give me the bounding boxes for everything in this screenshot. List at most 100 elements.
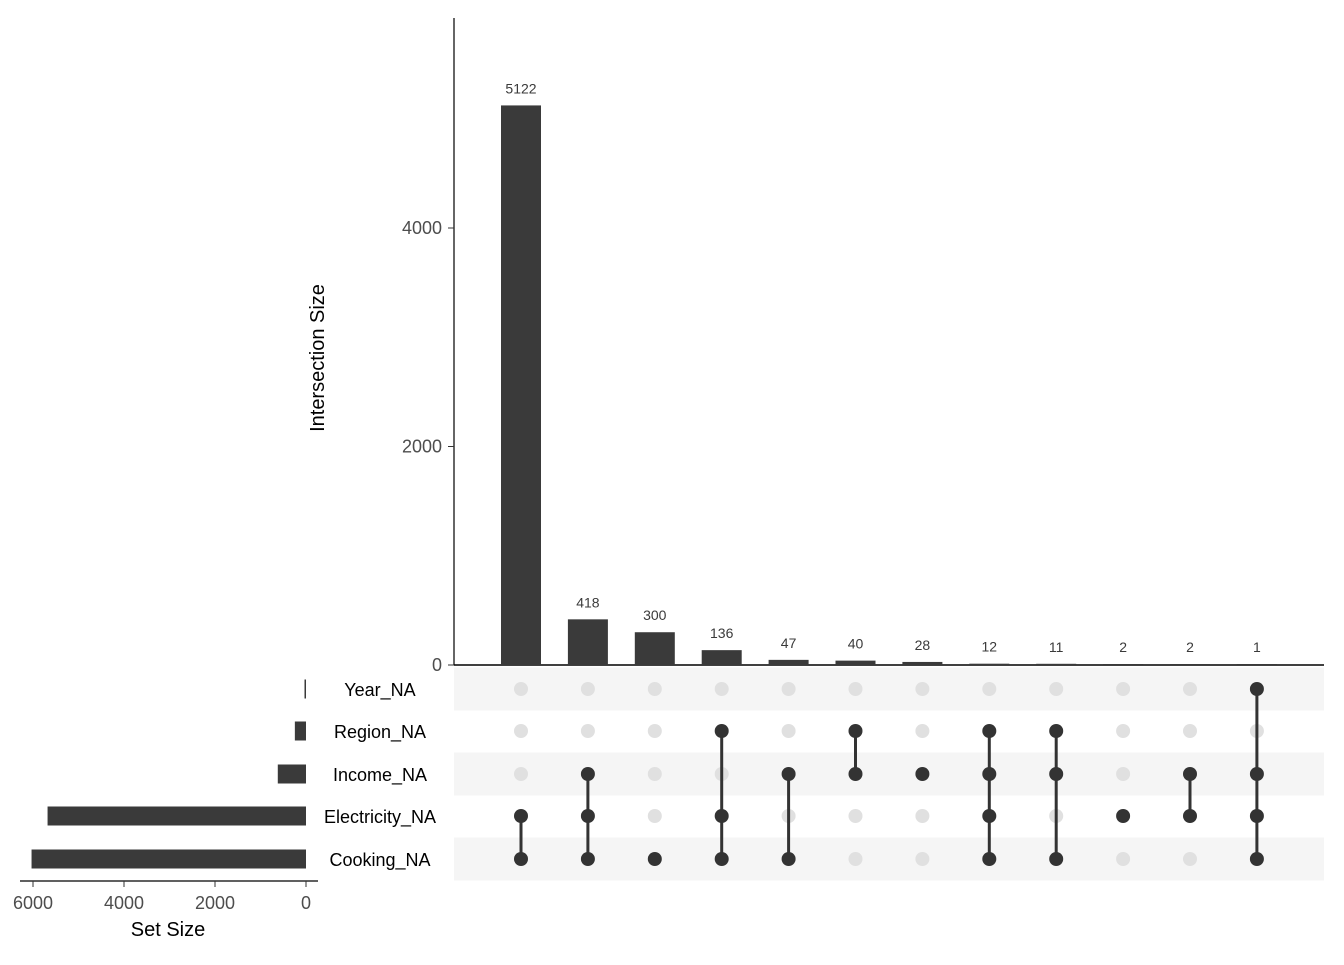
matrix-dot-active xyxy=(647,852,662,866)
matrix-dot-active xyxy=(1183,809,1197,823)
matrix-dot-active xyxy=(982,724,997,738)
matrix-dot-inactive xyxy=(915,809,930,823)
matrix-dot-active xyxy=(1049,852,1064,866)
intersection-bar-label: 28 xyxy=(915,637,931,653)
intersection-bar xyxy=(1236,664,1277,665)
matrix-dot-inactive xyxy=(1116,852,1131,866)
matrix-dot-inactive xyxy=(580,682,595,696)
matrix-dot-inactive xyxy=(514,724,528,738)
matrix-dot-active xyxy=(1049,767,1064,781)
matrix-dot-inactive xyxy=(647,724,662,738)
matrix-dot-active xyxy=(1116,809,1131,823)
matrix-dot-inactive xyxy=(848,852,863,866)
intersection-bar xyxy=(634,632,675,665)
matrix-dot-active xyxy=(982,852,997,866)
matrix-dot-inactive xyxy=(915,682,930,696)
matrix-dot-active xyxy=(848,767,863,781)
labels: 0 2000 4000 Intersection Size 5122 418 300 136 4… xyxy=(13,80,1261,941)
intersection-bar-label: 2 xyxy=(1186,639,1194,655)
matrix-dot-active xyxy=(1249,682,1264,696)
intersection-bar-label: 47 xyxy=(781,635,797,651)
set-size-bar xyxy=(31,849,306,869)
matrix-dot-inactive xyxy=(848,682,863,696)
set-size-bar xyxy=(277,764,306,784)
intersection-bar xyxy=(1036,663,1077,665)
matrix-dot-inactive xyxy=(781,724,796,738)
set-size-tick-label: 0 xyxy=(301,893,311,913)
y-tick-label: 4000 xyxy=(402,218,442,238)
matrix-dot-active xyxy=(714,809,729,823)
matrix-dot-active xyxy=(1249,767,1264,781)
matrix-dot-active xyxy=(714,852,729,866)
matrix-dot-inactive xyxy=(1116,724,1131,738)
matrix-dot-inactive xyxy=(514,682,528,696)
set-label: Income_NA xyxy=(333,765,427,786)
set-size-bar xyxy=(304,679,306,699)
set-size-tick-label: 6000 xyxy=(13,893,53,913)
matrix-dot-active xyxy=(982,809,997,823)
y-tick-label: 2000 xyxy=(402,437,442,457)
matrix-stripe xyxy=(454,667,1324,711)
matrix-dot-active xyxy=(580,809,595,823)
set-size-tick-label: 2000 xyxy=(195,893,235,913)
matrix-dot-active xyxy=(714,724,729,738)
matrix-stripe xyxy=(454,752,1324,796)
matrix-dot-inactive xyxy=(781,682,796,696)
intersection-bar-label: 40 xyxy=(848,636,864,652)
intersection-bar-label: 5122 xyxy=(505,80,536,96)
matrix-dot-inactive xyxy=(915,724,930,738)
matrix-dot-active xyxy=(915,767,930,781)
intersection-matrix xyxy=(514,682,1264,866)
intersection-bar xyxy=(701,650,742,665)
matrix-stripes xyxy=(454,667,1324,881)
intersection-bar xyxy=(1103,664,1144,665)
matrix-dot-inactive xyxy=(580,724,595,738)
matrix-dot-active xyxy=(580,767,595,781)
matrix-dot-inactive xyxy=(1183,682,1197,696)
matrix-dot-active xyxy=(982,767,997,781)
matrix-dot-inactive xyxy=(647,767,662,781)
matrix-dot-active xyxy=(1049,724,1064,738)
intersection-bar xyxy=(835,660,876,665)
matrix-dot-inactive xyxy=(1183,852,1197,866)
intersection-bar-label: 136 xyxy=(710,625,734,641)
set-label: Cooking_NA xyxy=(329,850,430,871)
matrix-dot-active xyxy=(1249,809,1264,823)
matrix-dot-active xyxy=(848,724,863,738)
set-label: Electricity_NA xyxy=(324,807,436,828)
intersection-bar xyxy=(1170,664,1210,665)
matrix-dot-inactive xyxy=(1049,682,1064,696)
matrix-dot-inactive xyxy=(714,682,729,696)
y-tick-label: 0 xyxy=(432,655,442,675)
matrix-dot-inactive xyxy=(647,682,662,696)
intersection-bar xyxy=(768,659,809,665)
set-size-bar xyxy=(47,806,307,826)
intersection-bar xyxy=(969,663,1010,665)
set-size-tick-label: 4000 xyxy=(104,893,144,913)
intersection-bars xyxy=(501,105,1277,665)
intersection-bar xyxy=(902,661,943,665)
intersection-bar xyxy=(501,105,541,665)
matrix-stripe xyxy=(454,837,1324,881)
matrix-dot-active xyxy=(781,767,796,781)
matrix-dot-inactive xyxy=(1116,682,1131,696)
matrix-dot-inactive xyxy=(1116,767,1131,781)
matrix-dot-inactive xyxy=(514,767,528,781)
matrix-dot-inactive xyxy=(915,852,930,866)
matrix-dot-active xyxy=(514,809,528,823)
intersection-bar-label: 300 xyxy=(643,607,667,623)
set-size-bars xyxy=(31,679,307,869)
matrix-dot-inactive xyxy=(647,809,662,823)
matrix-dot-active xyxy=(1249,852,1264,866)
set-label: Year_NA xyxy=(344,680,415,701)
matrix-dot-inactive xyxy=(1183,724,1197,738)
matrix-dot-active xyxy=(580,852,595,866)
intersection-bar-label: 1 xyxy=(1253,639,1261,655)
intersection-bar-label: 418 xyxy=(576,594,600,610)
set-size-bar xyxy=(294,721,306,741)
matrix-dot-inactive xyxy=(848,809,863,823)
set-size-axis-title: Set Size xyxy=(131,919,205,941)
matrix-dot-inactive xyxy=(982,682,997,696)
